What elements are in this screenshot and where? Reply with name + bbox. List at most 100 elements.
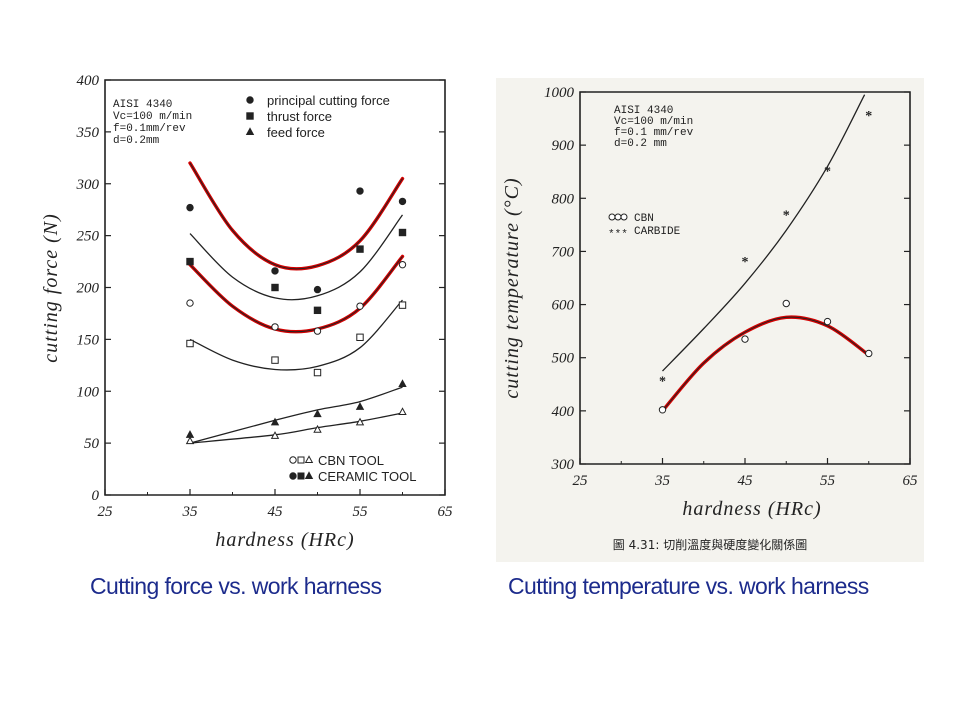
force-point-principal-cutting-force-cbn-tool [271,323,279,331]
force-y-tick-label: 100 [77,384,100,400]
force-point-principal-cutting-force-ceramic-tool [398,197,407,206]
temperature-chart-panel: 300 400 500 600 700 800 900 1000 25 35 45 55 65 * * * *… [496,78,924,562]
force-chart-panel: 0 50 100 150 200 250 300 350 400 25 35 45 55 65 AISI … [35,65,460,565]
force-legend-marker [246,112,254,120]
force-tool-legend-marker [304,455,314,464]
force-x-tick-label: 55 [353,504,369,520]
force-point-feed-force-cbn-tool [185,436,195,445]
force-point-thrust-force-ceramic-tool [356,245,364,253]
force-y-tick-label: 400 [77,73,100,89]
temperature-legend-label: CBN [634,213,654,225]
temperature-x-tick-label: 35 [654,473,671,489]
force-x-axis-label: hardness (HRc) [215,529,354,551]
force-point-feed-force-ceramic-tool [313,409,322,418]
temperature-point-carbide: * [659,375,666,390]
temperature-legend-label: CARBIDE [634,226,681,238]
temperature-fit-highlight-cbn [660,315,871,413]
force-y-tick-label: 150 [77,332,100,348]
temperature-y-tick-label: 300 [551,457,575,473]
temperature-condition-text: f=0.1 mm/rev [614,127,694,139]
force-y-tick-label: 300 [76,177,100,193]
force-point-thrust-force-cbn-tool [313,368,322,377]
force-point-thrust-force-cbn-tool [398,301,407,309]
force-tool-legend-marker [289,472,297,480]
temperature-y-tick-label: 400 [552,404,575,420]
force-x-tick-label: 65 [438,504,454,520]
force-point-feed-force-cbn-tool [398,407,407,416]
temperature-point-carbide: * [865,109,872,124]
caption-right: Cutting temperature vs. work harness [508,573,869,599]
force-point-thrust-force-cbn-tool [271,356,279,364]
force-tool-legend-marker [304,471,314,480]
force-tool-legend-marker [289,456,297,464]
temperature-point-carbide: * [783,208,790,223]
force-y-tick-label: 50 [84,436,100,452]
temperature-condition-text: d=0.2 mm [614,138,667,150]
force-tool-legend-label: CBN TOOL [318,453,384,468]
force-point-principal-cutting-force-cbn-tool [313,327,322,335]
force-point-thrust-force-ceramic-tool [186,257,194,266]
temperature-y-tick-label: 900 [552,138,575,154]
temperature-point-carbide: * [824,165,831,180]
force-point-thrust-force-ceramic-tool [271,283,279,292]
force-tool-legend-marker [297,456,305,464]
force-legend-marker [245,127,255,136]
temperature-point-cbn [658,406,667,414]
force-y-tick-label: 200 [77,281,100,297]
force-point-thrust-force-ceramic-tool [398,228,407,237]
force-condition-text: d=0.2mm [113,135,160,147]
force-fit-line-thrust-force-cbn-tool [189,299,403,371]
force-point-principal-cutting-force-ceramic-tool [313,285,322,294]
force-fit-line-feed-force-cbn-tool [189,412,403,444]
temperature-legend-marker [608,213,616,221]
force-chart: 0 50 100 150 200 250 300 350 400 25 35 45 55 65 AISI … [40,73,454,551]
force-legend-label: thrust force [267,109,332,124]
temperature-fit-line-carbide [662,94,866,372]
force-fit-line-principal-cutting-force-ceramic-tool [189,162,403,270]
force-point-thrust-force-cbn-tool [186,339,194,348]
force-point-principal-cutting-force-cbn-tool [356,302,364,310]
force-y-tick-label: 0 [92,488,100,504]
force-condition-text: AISI 4340 [113,99,172,111]
force-point-feed-force-cbn-tool [270,431,280,439]
force-point-feed-force-ceramic-tool [398,379,407,388]
temperature-y-tick-label: 1000 [544,85,575,101]
force-point-principal-cutting-force-ceramic-tool [356,187,364,195]
temperature-legend-marker [614,213,622,221]
force-legend-label: feed force [267,125,325,140]
temperature-legend-marker [620,213,628,221]
force-fit-line-principal-cutting-force-cbn-tool [189,256,403,333]
force-tool-legend-marker [297,472,305,480]
temperature-legend-marker: *** [608,229,628,241]
force-condition-text: f=0.1mm/rev [113,123,186,135]
force-legend-label: principal cutting force [267,93,390,108]
force-point-principal-cutting-force-cbn-tool [186,299,194,307]
caption-left: Cutting force vs. work harness [90,573,382,599]
force-point-feed-force-cbn-tool [355,417,365,426]
force-fit-line-thrust-force-ceramic-tool [189,214,404,301]
temperature-condition-text: AISI 4340 [614,105,673,117]
temperature-x-tick-label: 65 [903,473,919,489]
force-point-feed-force-ceramic-tool [355,402,365,410]
temperature-point-carbide: * [742,255,749,270]
force-y-tick-label: 250 [77,229,100,245]
temperature-x-tick-label: 45 [738,473,754,489]
force-x-tick-label: 45 [268,504,284,520]
force-y-axis-label: cutting force (N) [40,213,62,363]
force-point-feed-force-ceramic-tool [270,417,280,426]
figure-caption: 圖 4.31: 切削溫度與硬度變化關係圖 [613,537,807,552]
force-y-tick-label: 350 [76,125,100,141]
temperature-y-tick-label: 500 [552,351,575,367]
force-point-principal-cutting-force-ceramic-tool [186,203,194,212]
temperature-point-cbn [782,299,790,308]
force-point-thrust-force-ceramic-tool [313,306,322,315]
force-point-thrust-force-cbn-tool [356,333,364,342]
temperature-x-axis-label: hardness (HRc) [682,498,821,520]
force-point-feed-force-cbn-tool [313,424,322,433]
force-x-tick-label: 25 [98,504,114,520]
temperature-y-tick-label: 600 [552,298,575,314]
temperature-x-tick-label: 25 [573,473,589,489]
force-tool-legend-label: CERAMIC TOOL [318,469,416,484]
temperature-y-tick-label: 800 [552,191,575,207]
